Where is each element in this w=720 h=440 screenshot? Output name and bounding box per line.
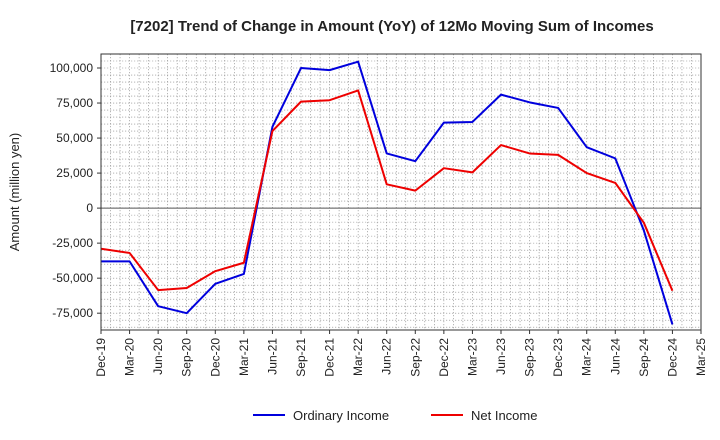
x-tick-label: Jun-21 xyxy=(265,338,279,375)
x-tick-label: Sep-21 xyxy=(294,338,308,377)
x-tick-label: Mar-22 xyxy=(351,338,365,376)
y-tick-label: -50,000 xyxy=(52,271,93,285)
y-tick-label: 75,000 xyxy=(56,96,93,110)
y-tick-label: 100,000 xyxy=(50,61,94,75)
x-tick-label: Dec-19 xyxy=(94,338,108,377)
x-tick-label: Dec-24 xyxy=(665,338,679,377)
legend-label-ordinary-income: Ordinary Income xyxy=(293,408,389,423)
x-tick-label: Sep-22 xyxy=(408,338,422,377)
y-tick-label: -75,000 xyxy=(52,306,93,320)
grid xyxy=(100,53,702,330)
chart-title: [7202] Trend of Change in Amount (YoY) o… xyxy=(130,18,653,35)
legend-label-net-income: Net Income xyxy=(471,408,537,423)
plot-border xyxy=(100,53,702,331)
plot-area xyxy=(101,54,701,330)
x-tick-label: Mar-21 xyxy=(237,338,251,376)
y-axis-ticks: 100,000 75,000 50,000 25,000 0 -25,000 -50,000… xyxy=(50,61,101,320)
y-axis-label: Amount (million yen) xyxy=(7,133,22,252)
x-tick-label: Mar-23 xyxy=(465,338,479,376)
y-tick-label: 50,000 xyxy=(56,131,93,145)
x-tick-label: Jun-23 xyxy=(494,338,508,375)
y-tick-label: 0 xyxy=(86,201,93,215)
x-tick-label: Dec-20 xyxy=(208,338,222,377)
x-tick-label: Dec-23 xyxy=(551,338,565,377)
x-tick-label: Dec-22 xyxy=(437,338,451,377)
y-tick-label: -25,000 xyxy=(52,236,93,250)
legend: Ordinary Income Net Income xyxy=(253,408,537,423)
x-tick-label: Jun-20 xyxy=(151,338,165,375)
x-tick-label: Mar-20 xyxy=(123,338,137,376)
x-tick-label: Sep-23 xyxy=(523,338,537,377)
x-tick-label: Jun-22 xyxy=(380,338,394,375)
y-tick-label: 25,000 xyxy=(56,166,93,180)
x-tick-label: Sep-24 xyxy=(637,338,651,377)
x-axis-ticks: Dec-19 Mar-20 Jun-20 Sep-20 Dec-20 Mar-21 Jun-… xyxy=(94,330,708,377)
x-tick-label: Jun-24 xyxy=(608,338,622,375)
x-tick-label: Mar-25 xyxy=(694,338,708,376)
x-tick-label: Mar-24 xyxy=(580,338,594,376)
x-tick-label: Dec-21 xyxy=(323,338,337,377)
x-tick-label: Sep-20 xyxy=(180,338,194,377)
series-group xyxy=(100,60,674,325)
